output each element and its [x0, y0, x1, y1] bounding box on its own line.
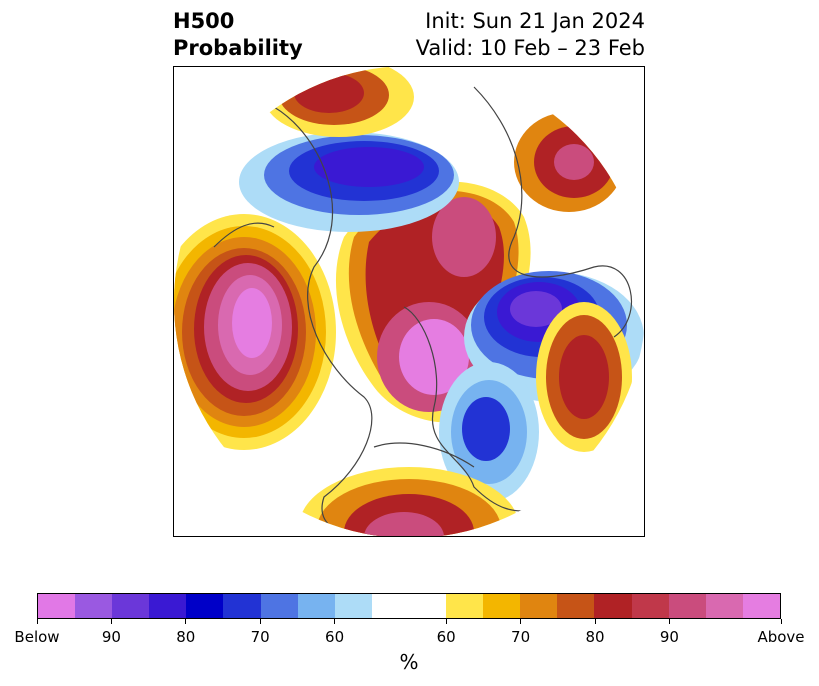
legend-tick	[334, 619, 336, 624]
legend-swatch-10	[408, 594, 447, 618]
legend-tick	[668, 619, 670, 624]
anomaly-alaska-negative	[239, 132, 459, 232]
legend-tick	[36, 619, 38, 624]
color-legend-unit: %	[399, 650, 419, 674]
legend-label: 80	[585, 628, 605, 646]
legend-tick	[185, 619, 187, 624]
legend-swatch-19	[742, 594, 780, 618]
legend-swatch-17	[668, 594, 706, 618]
legend-swatch-5	[223, 594, 261, 618]
coastlines	[213, 86, 632, 536]
legend-tick	[780, 619, 782, 624]
legend-swatch-7	[297, 594, 335, 618]
legend-label: Above	[757, 628, 805, 646]
legend-swatch-4	[186, 594, 224, 618]
legend-tick	[110, 619, 112, 624]
anomaly-europe-positive	[536, 302, 632, 452]
legend-label: 70	[250, 628, 270, 646]
title-variable: H500	[173, 9, 235, 33]
legend-label: 90	[659, 628, 679, 646]
legend-label: 60	[436, 628, 456, 646]
legend-label: 80	[176, 628, 196, 646]
legend-label: 70	[511, 628, 531, 646]
legend-label: Below	[14, 628, 60, 646]
valid-range: Valid: 10 Feb – 23 Feb	[415, 36, 645, 60]
legend-swatch-8	[334, 594, 372, 618]
color-legend-bar	[37, 593, 781, 619]
legend-swatch-0	[38, 594, 76, 618]
title-product: Probability	[173, 36, 303, 60]
legend-swatch-6	[260, 594, 298, 618]
legend-swatch-11	[446, 594, 484, 618]
legend-tick	[445, 619, 447, 624]
legend-swatch-18	[705, 594, 743, 618]
anomaly-atlantic-negative	[439, 362, 539, 502]
init-date: Init: Sun 21 Jan 2024	[425, 9, 645, 33]
legend-swatch-15	[594, 594, 632, 618]
legend-swatch-13	[520, 594, 558, 618]
legend-swatch-1	[75, 594, 113, 618]
legend-tick	[594, 619, 596, 624]
legend-label: 60	[325, 628, 345, 646]
legend-swatch-12	[483, 594, 521, 618]
legend-swatch-3	[149, 594, 187, 618]
legend-label: 90	[101, 628, 121, 646]
anomaly-south-positive	[299, 467, 519, 536]
anomaly-pacific-positive	[174, 214, 336, 450]
map-title: H500 Probability	[173, 8, 303, 62]
legend-swatch-9	[371, 594, 409, 618]
legend-swatch-16	[631, 594, 669, 618]
legend-swatch-14	[557, 594, 595, 618]
polar-map	[173, 66, 645, 537]
map-dates: Init: Sun 21 Jan 2024 Valid: 10 Feb – 23…	[416, 8, 645, 62]
map-canvas	[174, 67, 644, 536]
legend-swatch-2	[112, 594, 150, 618]
legend-tick	[259, 619, 261, 624]
legend-tick	[520, 619, 522, 624]
